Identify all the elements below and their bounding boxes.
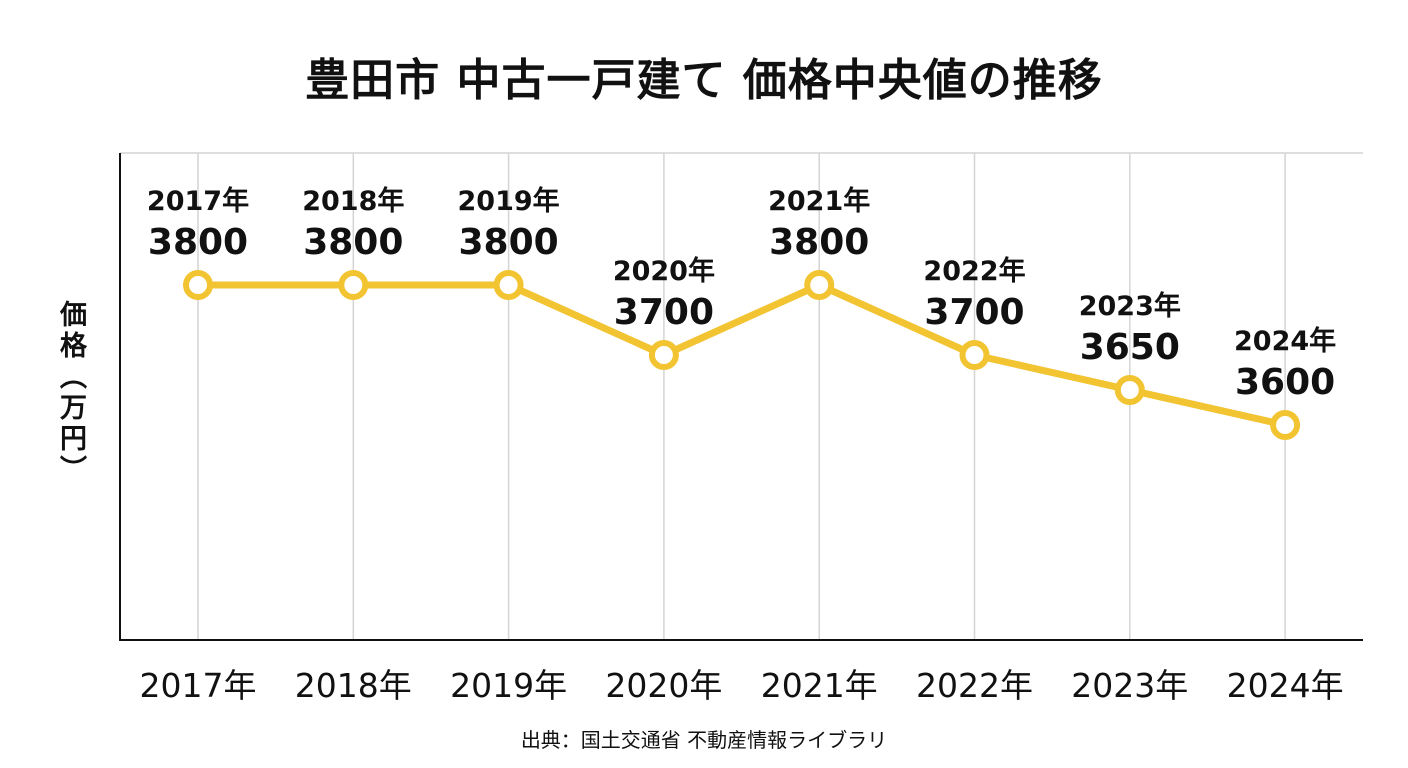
data-label-year: 2020年: [613, 255, 715, 287]
source-note: 出典：国土交通省 不動産情報ライブラリ: [520, 728, 888, 752]
data-label-value: 3700: [924, 292, 1024, 333]
data-label-year: 2022年: [923, 255, 1025, 287]
x-tick-label: 2017年: [140, 666, 257, 705]
x-tick-label: 2020年: [605, 666, 722, 705]
x-tick-label: 2024年: [1227, 666, 1344, 705]
data-label-year: 2024年: [1234, 325, 1336, 357]
series-line: [194, 281, 1289, 429]
data-label-value: 3600: [1235, 362, 1335, 403]
axes: [119, 153, 1363, 641]
chart-title: 豊田市 中古一戸建て 価格中央値の推移: [305, 55, 1103, 106]
data-label-value: 3800: [769, 222, 869, 263]
data-label-year: 2023年: [1079, 290, 1181, 322]
data-label-value: 3650: [1080, 327, 1180, 368]
x-tick-label: 2018年: [295, 666, 412, 705]
data-labels: 2017年 3800 2018年 3800 2019年 3800 2020年 3700 2021…: [147, 185, 1336, 403]
x-tick-label: 2023年: [1071, 666, 1188, 705]
data-point: [1114, 375, 1145, 405]
data-label-year: 2018年: [302, 185, 404, 217]
data-points: [183, 270, 1301, 440]
data-label-year: 2021年: [768, 185, 870, 217]
data-label-value: 3800: [148, 222, 248, 263]
data-point: [493, 270, 524, 300]
x-tick-label: 2021年: [761, 666, 878, 705]
data-point: [1270, 410, 1301, 440]
x-tick-label: 2022年: [916, 666, 1033, 705]
data-point: [338, 270, 369, 300]
data-label-year: 2017年: [147, 185, 249, 217]
x-tick-label: 2019年: [450, 666, 567, 705]
data-label-value: 3800: [458, 222, 558, 263]
data-point: [183, 270, 213, 300]
data-point: [959, 340, 990, 370]
data-label-year: 2019年: [458, 185, 560, 217]
x-tick-labels: 2017年 2018年 2019年 2020年 2021年 2022年 2023年 2024年: [140, 666, 1344, 705]
series-line-path: [194, 281, 1289, 429]
data-point: [804, 270, 835, 300]
data-point: [648, 340, 679, 370]
data-label-value: 3700: [614, 292, 714, 333]
y-axis-label: 価格（万円）: [55, 300, 86, 486]
data-label-value: 3800: [303, 222, 403, 263]
